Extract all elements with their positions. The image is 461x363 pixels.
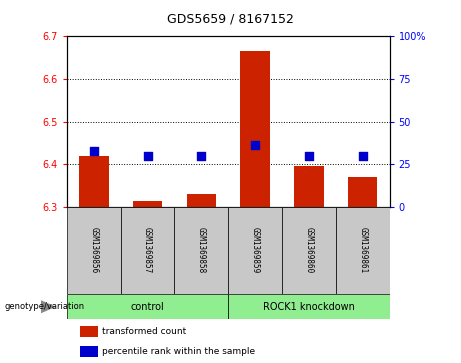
Bar (67, 294, 228, 319)
Point (198, 153, 205, 159)
Point (305, 153, 313, 159)
Bar (67, 207, 121, 294)
Bar (228, 294, 390, 319)
Text: percentile rank within the sample: percentile rank within the sample (102, 347, 255, 356)
Text: GSM1369856: GSM1369856 (89, 227, 98, 274)
Bar (121, 207, 174, 294)
Point (251, 143, 259, 148)
Text: genotype/variation: genotype/variation (5, 302, 85, 311)
Point (90, 148, 97, 154)
Bar (80, 346, 97, 357)
Text: transformed count: transformed count (102, 327, 187, 336)
Bar (133, 200, 162, 207)
Bar (228, 207, 282, 294)
Point (144, 153, 151, 159)
Bar (80, 326, 97, 338)
Bar (174, 207, 228, 294)
Text: GSM1369857: GSM1369857 (143, 227, 152, 274)
Polygon shape (41, 300, 56, 313)
Bar (348, 177, 378, 207)
Text: ROCK1 knockdown: ROCK1 knockdown (263, 302, 355, 312)
Bar (294, 166, 324, 207)
Bar (187, 194, 216, 207)
Text: GSM1369860: GSM1369860 (304, 227, 313, 274)
Bar (336, 207, 390, 294)
Bar (282, 207, 336, 294)
Text: GDS5659 / 8167152: GDS5659 / 8167152 (167, 13, 294, 26)
Text: GSM1369861: GSM1369861 (358, 227, 367, 274)
Bar (79, 156, 108, 207)
Text: GSM1369859: GSM1369859 (251, 227, 260, 274)
Text: control: control (130, 302, 165, 312)
Text: GSM1369858: GSM1369858 (197, 227, 206, 274)
Bar (240, 51, 270, 207)
Point (359, 153, 366, 159)
